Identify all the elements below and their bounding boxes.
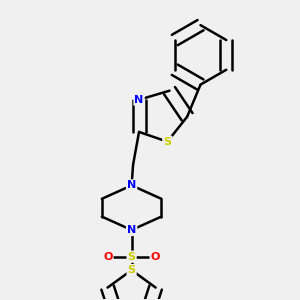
Text: N: N: [134, 95, 144, 105]
Text: O: O: [151, 252, 160, 262]
Text: N: N: [127, 180, 136, 190]
Text: S: S: [128, 265, 136, 275]
Text: S: S: [128, 252, 136, 262]
Text: O: O: [103, 252, 112, 262]
Text: N: N: [127, 225, 136, 235]
Text: S: S: [163, 137, 171, 147]
